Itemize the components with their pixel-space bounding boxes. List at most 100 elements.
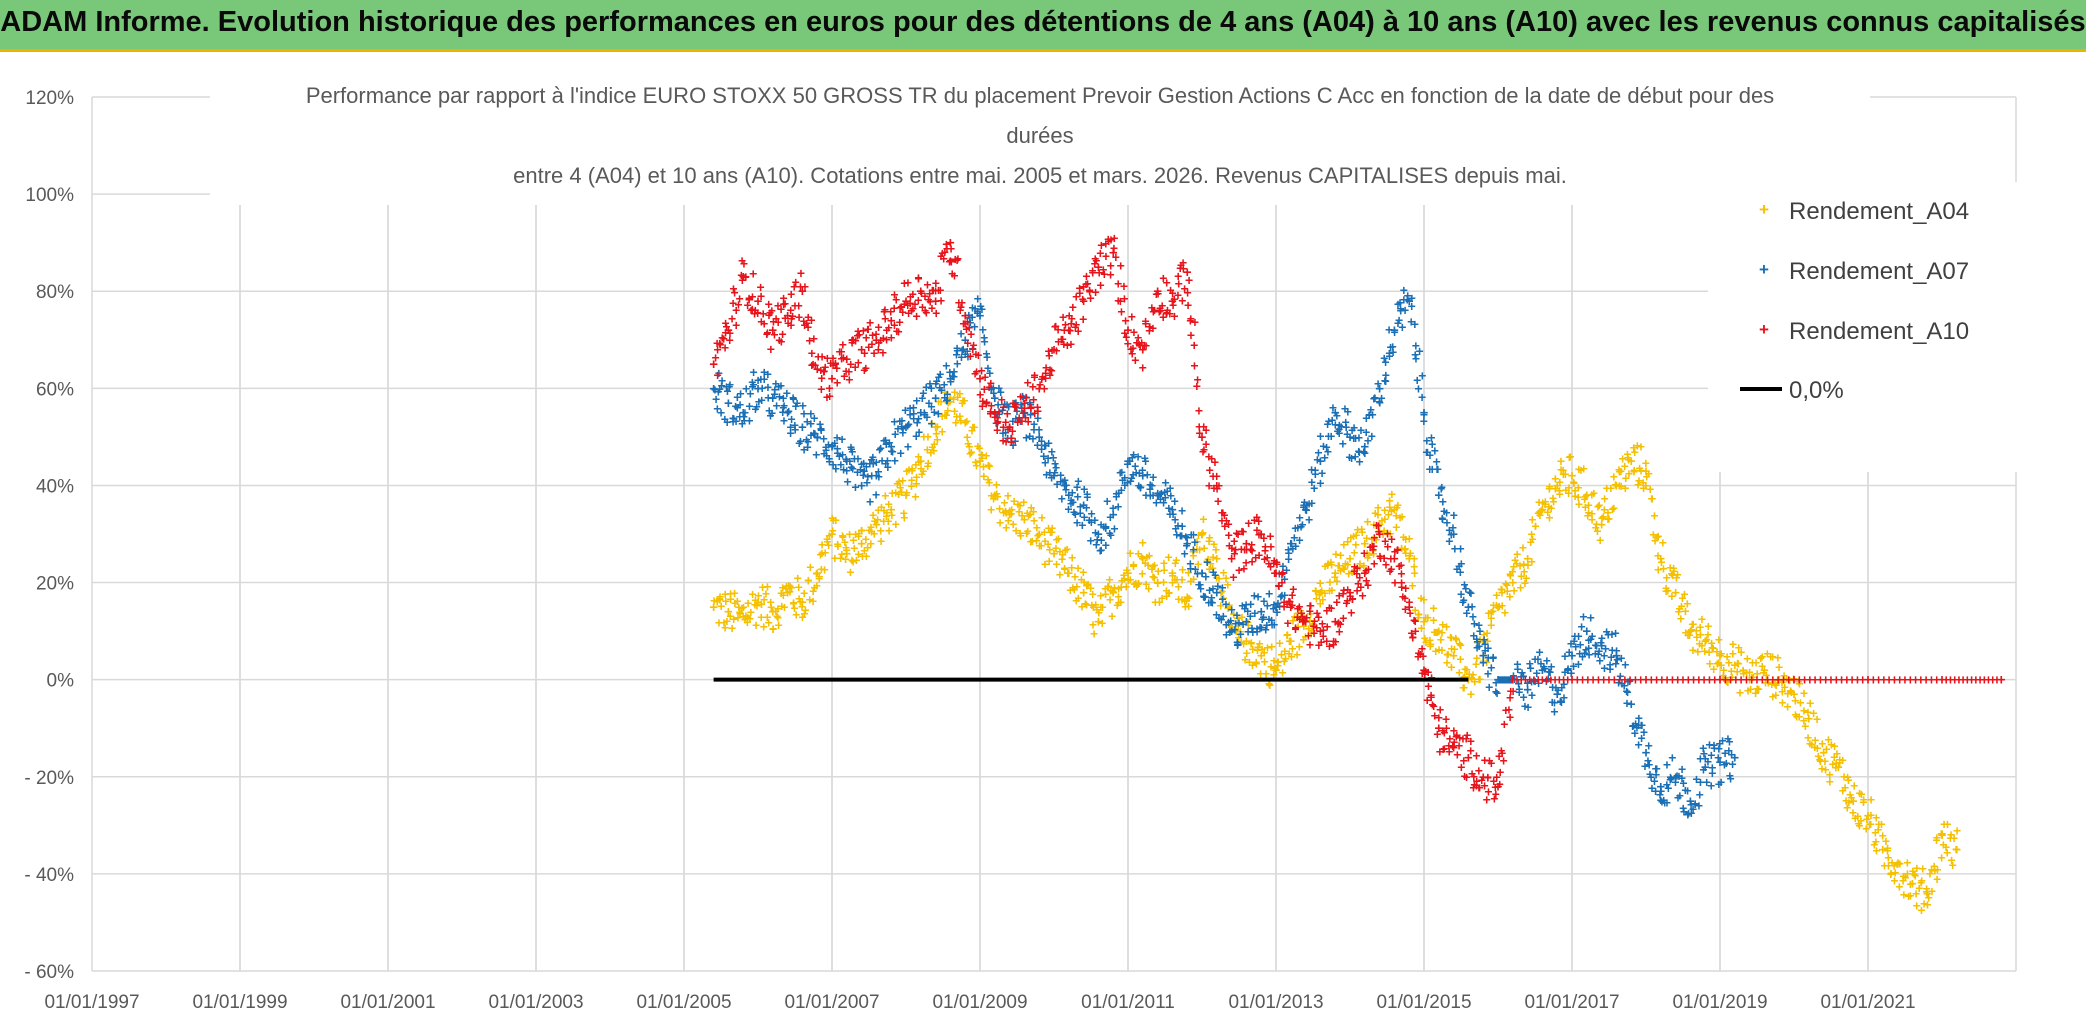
data-point-interp: + bbox=[1415, 606, 1423, 622]
data-point-interp: + bbox=[752, 617, 760, 633]
data-point-interp: + bbox=[721, 586, 729, 602]
data-point-interp: + bbox=[1260, 645, 1268, 661]
data-point-interp: + bbox=[713, 594, 721, 610]
data-point-interp: + bbox=[743, 614, 751, 630]
data-point-interp: + bbox=[1637, 462, 1645, 478]
data-point-interp: + bbox=[1260, 653, 1268, 669]
data-point-interp: + bbox=[1105, 578, 1113, 594]
data-point-interp: + bbox=[796, 594, 804, 610]
data-point-interp: + bbox=[1240, 635, 1248, 651]
data-point-interp: + bbox=[1571, 488, 1579, 504]
data-point-interp: + bbox=[1459, 670, 1467, 686]
data-point-interp: + bbox=[1299, 632, 1307, 648]
data-point-interp: + bbox=[1473, 635, 1481, 651]
data-point-interp: + bbox=[726, 608, 734, 624]
data-point-interp: + bbox=[1274, 657, 1282, 673]
data-point-interp: + bbox=[780, 599, 788, 615]
data-point-interp: + bbox=[790, 600, 798, 616]
x-tick-label: 01/01/1999 bbox=[192, 992, 287, 1013]
data-point-interp: + bbox=[763, 579, 771, 595]
data-point-interp: + bbox=[871, 513, 879, 529]
data-point-interp: + bbox=[1319, 592, 1327, 608]
data-point-interp: + bbox=[1349, 528, 1357, 544]
data-point-interp: + bbox=[1447, 659, 1455, 675]
data-point-interp: + bbox=[1097, 588, 1105, 604]
data-point-interp: + bbox=[1417, 590, 1425, 606]
data-point-interp: + bbox=[1229, 621, 1237, 637]
data-point-interp: + bbox=[1467, 669, 1475, 685]
data-point-interp: + bbox=[1635, 472, 1643, 488]
data-point-interp: + bbox=[1588, 487, 1596, 503]
data-point-interp: + bbox=[1142, 576, 1150, 592]
data-point-interp: + bbox=[991, 488, 999, 504]
data-point-interp: + bbox=[1630, 463, 1638, 479]
data-point-interp: + bbox=[1410, 558, 1418, 574]
data-point-interp: + bbox=[1607, 480, 1615, 496]
data-point-interp: + bbox=[1089, 599, 1097, 615]
data-point-interp: + bbox=[1137, 549, 1145, 565]
data-point-interp: + bbox=[877, 499, 885, 515]
data-point-interp: + bbox=[1187, 573, 1195, 589]
data-point-interp: + bbox=[930, 443, 938, 459]
x-tick-label: 01/01/2015 bbox=[1376, 992, 1471, 1013]
data-point-interp: + bbox=[1471, 673, 1479, 689]
data-point-interp: + bbox=[1204, 551, 1212, 567]
data-point-interp: + bbox=[1248, 657, 1256, 673]
data-point-interp: + bbox=[806, 592, 814, 608]
data-point-interp: + bbox=[946, 390, 954, 406]
data-point: + bbox=[1375, 516, 1384, 533]
data-point-interp: + bbox=[839, 529, 847, 545]
data-point-interp: + bbox=[1280, 653, 1288, 669]
data-point-interp: + bbox=[738, 600, 746, 616]
data-point-interp: + bbox=[769, 620, 777, 636]
data-point-interp: + bbox=[1528, 553, 1536, 569]
data-point-interp: + bbox=[731, 595, 739, 611]
data-point-interp: + bbox=[817, 561, 825, 577]
data-point-interp: + bbox=[1206, 556, 1214, 572]
data-point-interp: + bbox=[1437, 632, 1445, 648]
data-point-interp: + bbox=[1476, 671, 1484, 687]
data-point: + bbox=[1997, 672, 2006, 689]
data-point-interp: + bbox=[1336, 547, 1344, 563]
data-point-interp: + bbox=[1501, 604, 1509, 620]
data-point-interp: + bbox=[1535, 494, 1543, 510]
data-point-interp: + bbox=[858, 548, 866, 564]
data-point-interp: + bbox=[937, 393, 945, 409]
data-point-interp: + bbox=[1258, 641, 1266, 657]
data-point-interp: + bbox=[1059, 546, 1067, 562]
data-point: + bbox=[1686, 623, 1695, 640]
data-point-interp: + bbox=[1110, 579, 1118, 595]
data-point: + bbox=[813, 565, 822, 582]
data-point-interp: + bbox=[1283, 627, 1291, 643]
data-point-interp: + bbox=[1199, 524, 1207, 540]
data-point-interp: + bbox=[779, 587, 787, 603]
data-point-interp: + bbox=[852, 552, 860, 568]
data-point-interp: + bbox=[1106, 571, 1114, 587]
data-point-interp: + bbox=[1217, 597, 1225, 613]
data-point-interp: + bbox=[1056, 543, 1064, 559]
data-point-interp: + bbox=[1285, 645, 1293, 661]
data-point-interp: + bbox=[1639, 475, 1647, 491]
data-point-interp: + bbox=[1332, 546, 1340, 562]
data-point-interp: + bbox=[1318, 583, 1326, 599]
data-point-interp: + bbox=[1452, 631, 1460, 647]
data-point-interp: + bbox=[1650, 507, 1658, 523]
data-point-interp: + bbox=[1621, 458, 1629, 474]
data-point-interp: + bbox=[1297, 610, 1305, 626]
data-point-interp: + bbox=[846, 526, 854, 542]
data-point-interp: + bbox=[1300, 607, 1308, 623]
data-point-interp: + bbox=[1381, 511, 1389, 527]
data-point-interp: + bbox=[1048, 362, 1056, 378]
data-point-interp: + bbox=[1615, 477, 1623, 493]
data-point-interp: + bbox=[1426, 638, 1434, 654]
data-point-interp: + bbox=[894, 486, 902, 502]
data-point-interp: + bbox=[993, 485, 1001, 501]
y-tick-label: 120% bbox=[25, 88, 74, 109]
report-title: ADAM Informe. Evolution historique des p… bbox=[0, 6, 2086, 39]
data-point-interp: + bbox=[1210, 536, 1218, 552]
data-point-interp: + bbox=[1185, 598, 1193, 614]
data-point-interp: + bbox=[833, 536, 841, 552]
data-point-interp: + bbox=[1145, 580, 1153, 596]
data-point-interp: + bbox=[1113, 597, 1121, 613]
data-point-interp: + bbox=[1457, 637, 1465, 653]
